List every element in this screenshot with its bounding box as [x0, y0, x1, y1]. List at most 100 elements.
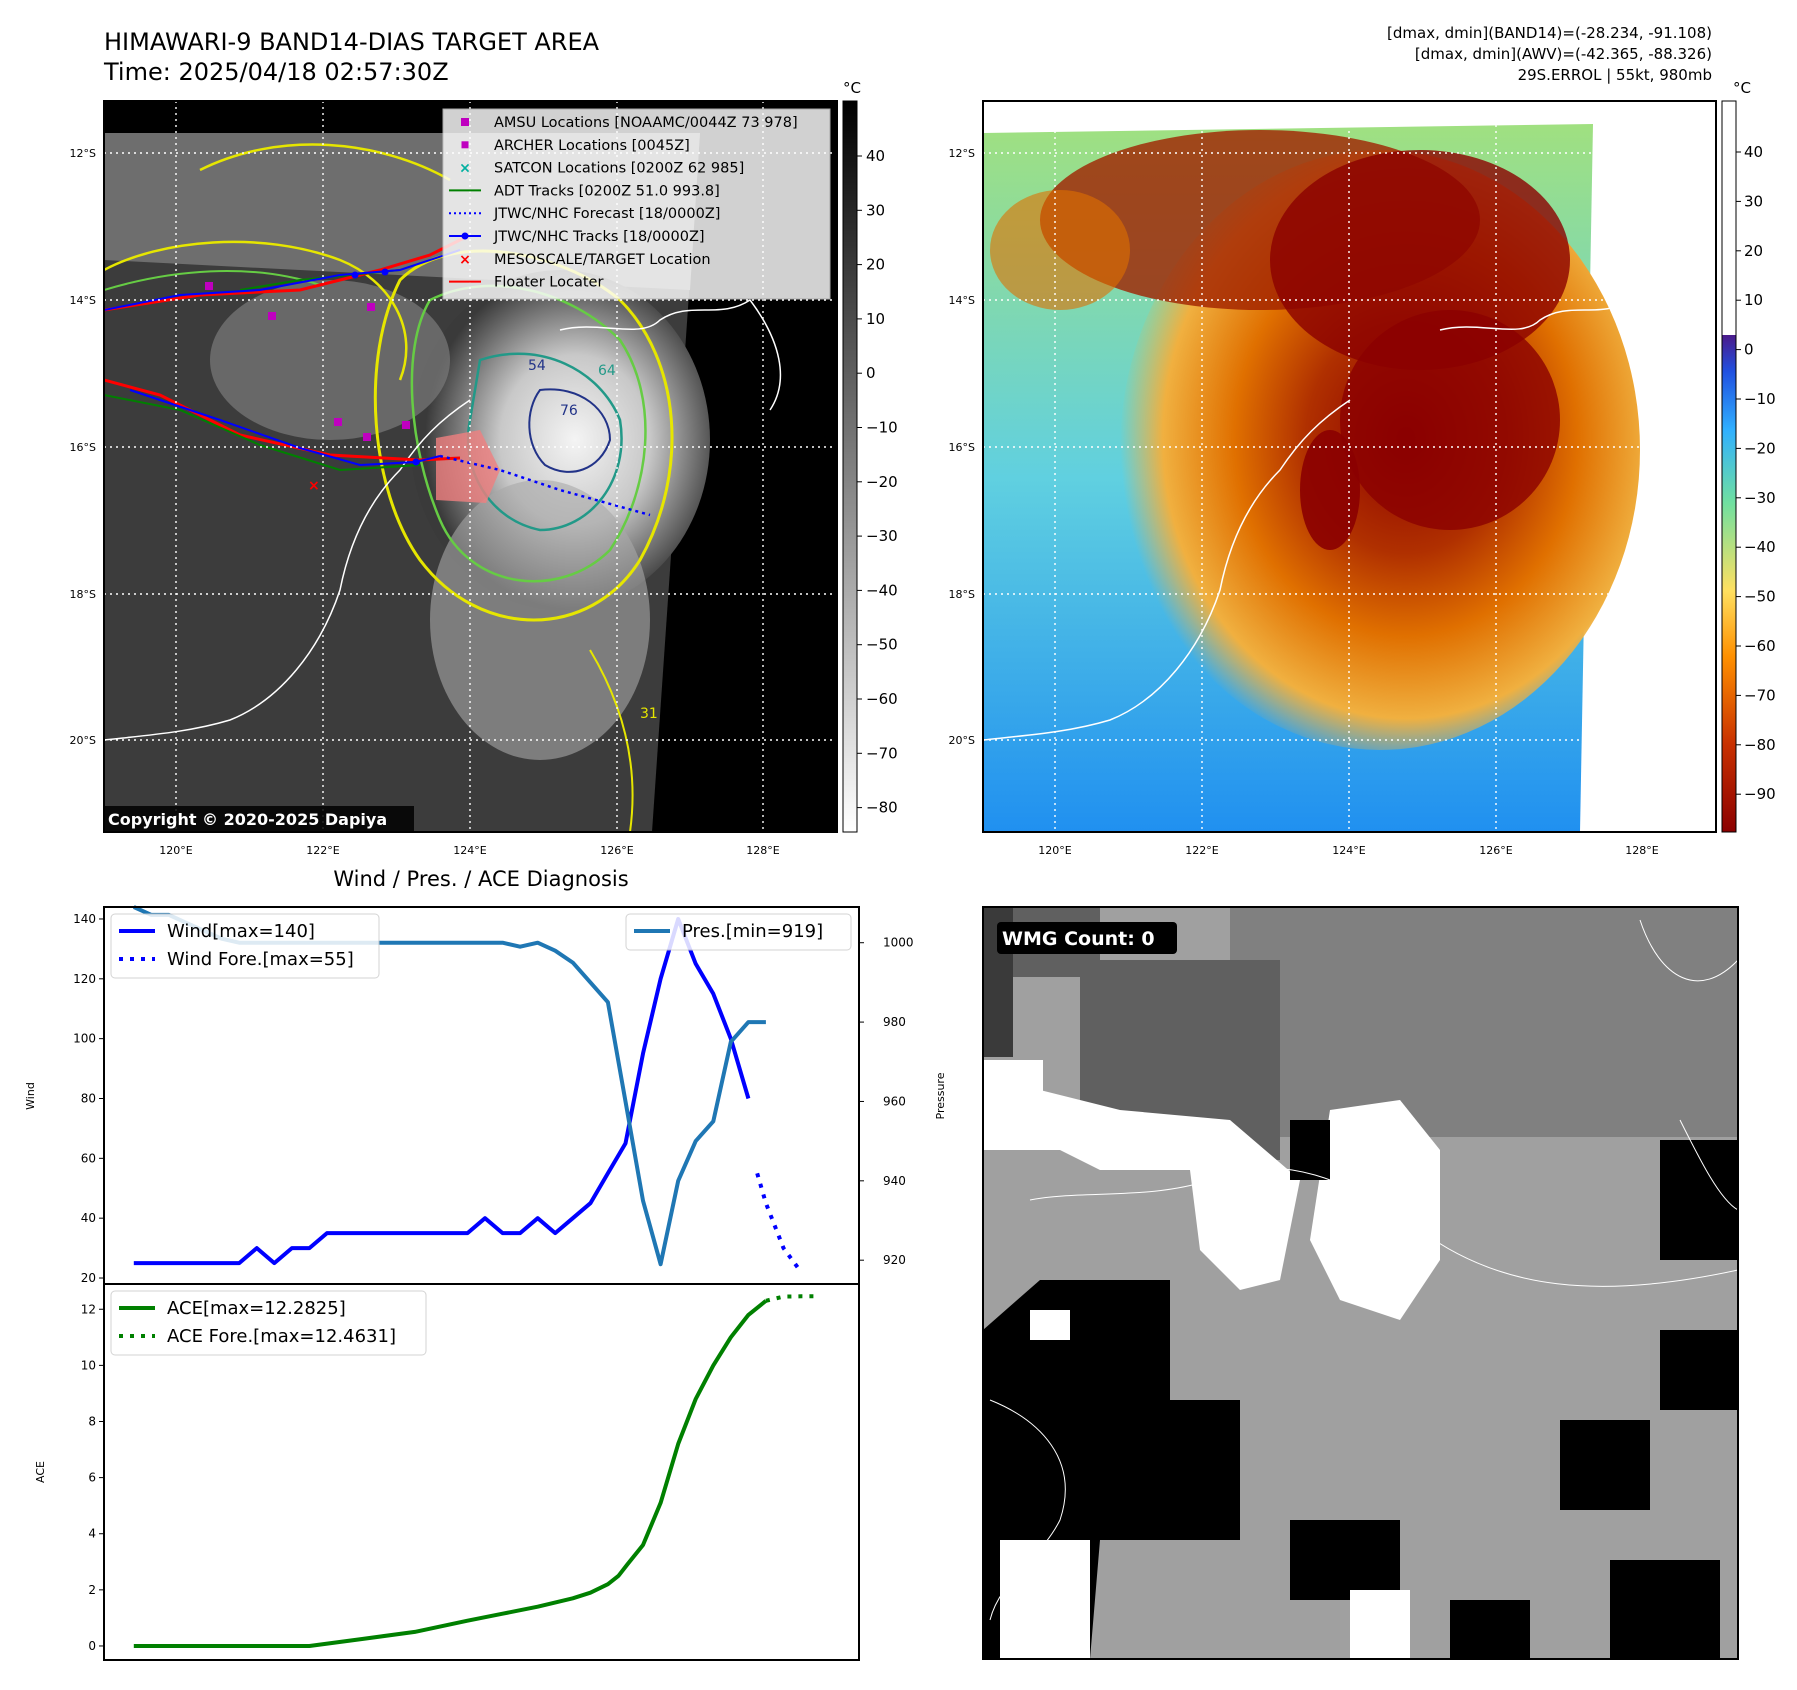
y-tick-label: 20 — [81, 1271, 96, 1285]
wmg-count-badge: WMG Count: 0 — [1002, 928, 1155, 950]
chart-legend: ACE[max=12.2825] ACE Fore.[max=12.4631] — [110, 1290, 427, 1356]
lon-tick-label: 122°E — [1185, 844, 1218, 857]
lat-tick-label: 12°S — [949, 147, 975, 160]
legend-label: MESOSCALE/TARGET Location — [494, 252, 711, 268]
legend-entry: × SATCON Locations [0200Z 62 985] — [459, 161, 744, 177]
lon-tick-label: 124°E — [453, 844, 486, 857]
y-tick-label: 60 — [81, 1151, 96, 1165]
ir-colorbar-tick-label: −30 — [866, 527, 898, 545]
series-line — [755, 1172, 803, 1274]
legend-label: Floater Locater — [494, 275, 603, 291]
awv-colorbar-tick-label: −50 — [1744, 588, 1776, 606]
lon-tick-label: 122°E — [306, 844, 339, 857]
awv-colorbar-tick-label: 0 — [1744, 341, 1754, 359]
awv-colorbar-tick-label: −80 — [1744, 736, 1776, 754]
map-tick-labels: 12°S 12°S 14°S 14°S 16°S 16°S 18°S 18°S 20°S 20°S… — [70, 147, 1659, 857]
legend-entry: Floater Locater — [449, 275, 603, 291]
target-marker: × — [308, 478, 320, 494]
ir-colorbar-unit: °C — [843, 79, 861, 97]
lon-tick-label: 126°E — [1479, 844, 1512, 857]
ir-colorbar-tick-label: −20 — [866, 473, 898, 491]
ir-panel: 54 64 76 31 × — [103, 79, 898, 833]
ir-legend: AMSU Locations [NOAAMC/0044Z 73 978] ARCH… — [442, 108, 831, 300]
y2-tick-label: 980 — [883, 1015, 906, 1029]
ir-colorbar-tick-label: 0 — [866, 364, 876, 382]
awv-colorbar-tick-label: −20 — [1744, 439, 1776, 457]
lat-tick-label: 20°S — [70, 734, 96, 747]
x-marker-icon: × — [459, 161, 471, 177]
ir-colorbar-tick-label: −50 — [866, 636, 898, 654]
awv-panel: °C 40 30 20 10 0 −10 −20 −30 −40 −50 −60 −70 −80 −90 — [982, 79, 1776, 833]
y-tick-label: 12 — [81, 1302, 96, 1316]
legend-label: JTWC/NHC Tracks [18/0000Z] — [493, 229, 705, 245]
awv-colorbar-tick-label: 40 — [1744, 143, 1763, 161]
ir-colorbar-tick-label: −10 — [866, 419, 898, 437]
series-line — [133, 1299, 768, 1648]
legend-entry: ARCHER Locations [0045Z] — [461, 138, 690, 154]
y-tick-label: 4 — [88, 1527, 96, 1541]
legend-label: ACE Fore.[max=12.4631] — [167, 1326, 396, 1347]
ir-colorbar-tick-label: −60 — [866, 690, 898, 708]
ir-colorbar-tick-label: 30 — [866, 201, 885, 219]
awv-colorbar-tick-label: −10 — [1744, 390, 1776, 408]
awv-frame — [982, 100, 1717, 833]
lat-tick-label: 20°S — [949, 734, 975, 747]
y2-tick-label: 960 — [883, 1094, 906, 1108]
ir-colorbar-ticks: 40 30 20 10 0 −10 −20 −30 −40 −50 −60 −70 −80 — [857, 147, 898, 817]
lon-tick-label: 128°E — [746, 844, 779, 857]
awv-gridlines — [983, 101, 1716, 832]
y-tick-label: 140 — [73, 912, 96, 926]
y2-tick-label: 920 — [883, 1253, 906, 1267]
awv-range: [dmax, dmin](AWV)=(-42.365, -88.326) — [1415, 45, 1712, 63]
ir-colorbar-tick-label: 20 — [866, 256, 885, 274]
legend-label: ARCHER Locations [0045Z] — [494, 138, 690, 154]
diagnosis-title: Wind / Pres. / ACE Diagnosis — [333, 867, 628, 891]
ir-colorbar-tick-label: 40 — [866, 147, 885, 165]
legend-label: Wind Fore.[max=55] — [167, 949, 354, 970]
y-tick-label: 120 — [73, 972, 96, 986]
x-marker-icon: × — [459, 252, 471, 268]
dot-icon — [461, 232, 469, 240]
lat-tick-label: 14°S — [70, 294, 96, 307]
storm-info: 29S.ERROL | 55kt, 980mb — [1518, 66, 1712, 84]
pressure-axis-label: Pressure — [934, 1072, 947, 1119]
chart-frame — [103, 1283, 860, 1661]
legend-label: ADT Tracks [0200Z 51.0 993.8] — [494, 183, 720, 199]
ir-colorbar — [842, 100, 858, 833]
lat-tick-label: 18°S — [949, 588, 975, 601]
y-tick-label: 0 — [88, 1639, 96, 1653]
legend-box — [110, 913, 380, 979]
wind-pressure-chart: 20 40 60 80 100 120 140 920 940 960 980 1000 Wind[ma… — [73, 905, 914, 1285]
series-line — [765, 1294, 819, 1303]
lat-tick-label: 14°S — [949, 294, 975, 307]
y-tick-label: 2 — [88, 1583, 96, 1597]
lat-tick-label: 12°S — [70, 147, 96, 160]
awv-colorbar-tick-label: 10 — [1744, 291, 1763, 309]
y-tick-label: 80 — [81, 1091, 96, 1105]
ace-chart: 0 2 4 6 8 10 12 ACE[max=12.2825] ACE Fore.[max=1… — [81, 1283, 860, 1661]
awv-colorbar-ticks: 40 30 20 10 0 −10 −20 −30 −40 −50 −60 −70 −80 −90 — [1736, 143, 1776, 803]
lat-tick-label: 16°S — [949, 441, 975, 454]
contour-label: 76 — [560, 403, 578, 419]
legend-entry: AMSU Locations [NOAAMC/0044Z 73 978] — [461, 115, 798, 131]
figure-time: Time: 2025/04/18 02:57:30Z — [103, 58, 449, 86]
wmg-frame — [982, 906, 1739, 1660]
contour-label: 31 — [640, 706, 658, 722]
series-line — [133, 917, 751, 1266]
lat-tick-label: 18°S — [70, 588, 96, 601]
legend-label: ACE[max=12.2825] — [167, 1298, 346, 1319]
square-marker-icon — [461, 118, 469, 126]
legend-entry: ADT Tracks [0200Z 51.0 993.8] — [449, 183, 720, 199]
legend-label: AMSU Locations [NOAAMC/0044Z 73 978] — [494, 115, 798, 131]
y-tick-label: 6 — [88, 1471, 96, 1485]
lon-tick-label: 124°E — [1332, 844, 1365, 857]
legend-entry: JTWC/NHC Tracks [18/0000Z] — [449, 229, 705, 245]
band14-range: [dmax, dmin](BAND14)=(-28.234, -91.108) — [1387, 24, 1712, 42]
lon-tick-label: 126°E — [600, 844, 633, 857]
contour-label: 64 — [598, 363, 616, 379]
wind-axis-label: Wind — [24, 1082, 37, 1110]
ace-axis-label: ACE — [34, 1461, 47, 1483]
legend-label: Pres.[min=919] — [682, 921, 823, 942]
ir-colorbar-tick-label: −70 — [866, 744, 898, 762]
y-tick-label: 100 — [73, 1032, 96, 1046]
